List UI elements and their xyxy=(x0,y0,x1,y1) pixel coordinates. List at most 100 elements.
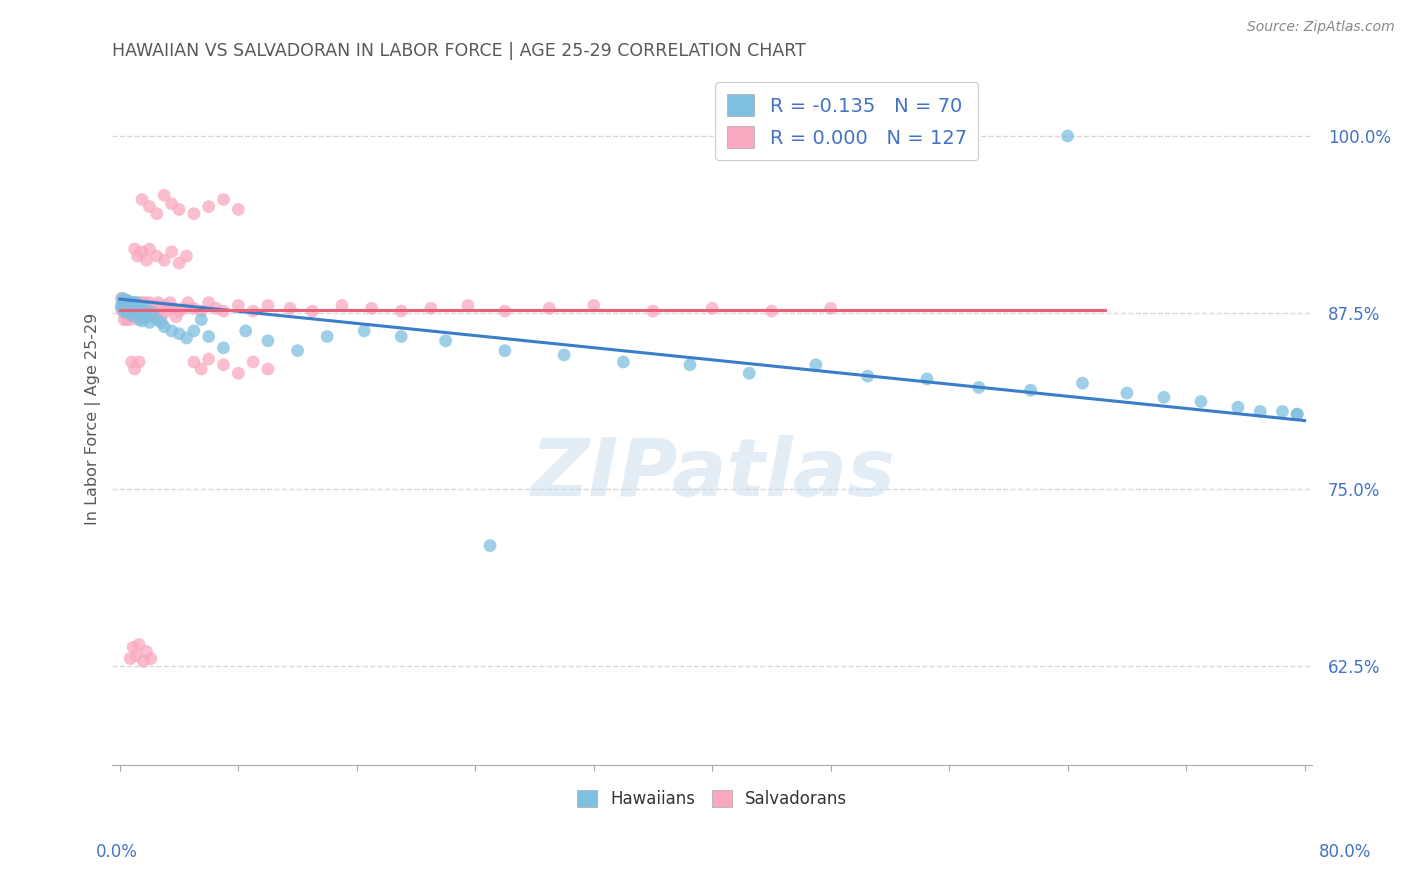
Point xyxy=(132,654,155,668)
Point xyxy=(156,304,179,318)
Point xyxy=(138,305,160,319)
Point xyxy=(197,295,219,310)
Point xyxy=(120,295,142,310)
Point xyxy=(112,312,135,326)
Point xyxy=(118,305,141,319)
Point xyxy=(110,301,132,316)
Point xyxy=(124,304,146,318)
Point xyxy=(124,310,146,324)
Point xyxy=(641,304,664,318)
Point xyxy=(479,539,502,553)
Point xyxy=(121,305,143,319)
Point xyxy=(122,295,145,310)
Point xyxy=(120,651,142,665)
Point xyxy=(125,648,148,663)
Point xyxy=(139,651,162,665)
Point xyxy=(242,304,264,318)
Point xyxy=(494,343,516,358)
Point xyxy=(738,366,761,380)
Point xyxy=(132,298,155,312)
Point xyxy=(159,295,181,310)
Point xyxy=(111,304,134,318)
Point xyxy=(122,304,145,318)
Point xyxy=(177,295,200,310)
Point xyxy=(135,253,157,268)
Point xyxy=(1056,128,1078,143)
Point xyxy=(131,193,153,207)
Point xyxy=(967,380,990,394)
Point xyxy=(190,312,212,326)
Point xyxy=(183,301,205,316)
Point xyxy=(115,301,138,316)
Point xyxy=(118,301,141,316)
Point xyxy=(115,312,138,326)
Point xyxy=(212,304,235,318)
Point xyxy=(128,305,150,319)
Point xyxy=(167,202,190,217)
Point xyxy=(257,298,280,312)
Point xyxy=(129,301,152,316)
Point xyxy=(190,304,212,318)
Point xyxy=(128,305,150,319)
Point xyxy=(153,298,176,312)
Point xyxy=(1286,407,1309,421)
Point xyxy=(146,312,169,326)
Point xyxy=(135,301,157,316)
Point xyxy=(127,301,149,316)
Point xyxy=(330,298,353,312)
Point xyxy=(136,298,159,312)
Point xyxy=(122,640,145,655)
Point xyxy=(114,295,136,310)
Point xyxy=(150,315,173,329)
Point xyxy=(287,343,309,358)
Point xyxy=(1189,394,1212,409)
Point xyxy=(122,300,145,314)
Point xyxy=(212,193,235,207)
Point xyxy=(1271,404,1294,418)
Point xyxy=(141,305,163,319)
Point xyxy=(197,352,219,367)
Point xyxy=(112,304,135,318)
Point xyxy=(122,295,145,310)
Point xyxy=(131,304,153,318)
Point xyxy=(212,358,235,372)
Point xyxy=(125,295,148,310)
Point xyxy=(111,301,134,316)
Point xyxy=(127,249,149,263)
Point xyxy=(141,305,163,319)
Text: 0.0%: 0.0% xyxy=(96,843,138,861)
Point xyxy=(360,301,382,316)
Point xyxy=(419,301,441,316)
Point xyxy=(110,298,132,312)
Point xyxy=(167,256,190,270)
Point xyxy=(128,295,150,310)
Point xyxy=(702,301,724,316)
Point xyxy=(301,304,323,318)
Point xyxy=(129,305,152,319)
Point xyxy=(856,369,879,384)
Point xyxy=(125,295,148,310)
Point xyxy=(197,200,219,214)
Point xyxy=(915,372,938,386)
Point xyxy=(148,295,170,310)
Point xyxy=(120,312,142,326)
Point xyxy=(153,319,176,334)
Point xyxy=(582,298,605,312)
Point xyxy=(121,295,143,310)
Point xyxy=(143,298,166,312)
Point xyxy=(131,301,153,316)
Legend: Hawaiians, Salvadorans: Hawaiians, Salvadorans xyxy=(571,783,853,815)
Point xyxy=(278,301,301,316)
Point xyxy=(129,309,152,323)
Point xyxy=(494,304,516,318)
Point xyxy=(139,301,162,316)
Point xyxy=(120,304,142,318)
Point xyxy=(257,362,280,376)
Point xyxy=(115,298,138,312)
Point xyxy=(153,253,176,268)
Point xyxy=(761,304,783,318)
Point xyxy=(127,298,149,312)
Point xyxy=(114,293,136,307)
Point xyxy=(124,362,146,376)
Point xyxy=(124,242,146,256)
